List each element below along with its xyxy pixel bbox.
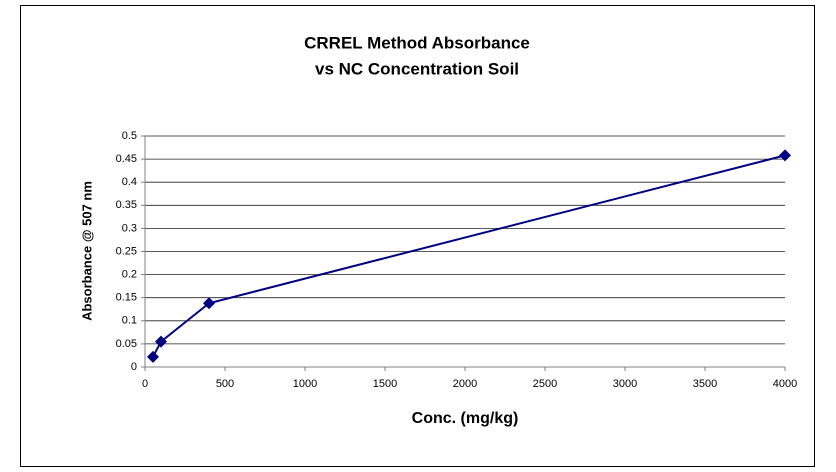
y-tick-label: 0.1 (122, 315, 137, 327)
y-tick-label: 0.45 (116, 153, 137, 165)
x-tick-label: 500 (216, 378, 234, 390)
x-tick-label: 2000 (453, 378, 477, 390)
y-tick-label: 0.4 (122, 176, 137, 188)
x-tick-label: 3500 (693, 378, 717, 390)
data-marker (203, 297, 215, 310)
y-tick-label: 0.15 (116, 292, 137, 304)
y-tick-label: 0.3 (122, 222, 137, 234)
x-tick-label: 1500 (373, 378, 397, 390)
x-axis-title: Conc. (mg/kg) (412, 410, 519, 427)
y-tick-label: 0.5 (122, 130, 137, 142)
x-tick-label: 3000 (613, 378, 637, 390)
chart-title: vs NC Concentration Soil (315, 59, 519, 78)
data-line (152, 154, 786, 358)
y-axis-title: Absorbance @ 507 nm (79, 181, 94, 321)
data-marker (779, 149, 791, 162)
x-tick-label: 2500 (533, 378, 557, 390)
chart-title: CRREL Method Absorbance (304, 33, 530, 52)
data-marker (155, 335, 167, 348)
y-tick-label: 0.35 (116, 199, 137, 211)
data-marker (147, 350, 159, 363)
y-tick-label: 0.25 (116, 245, 137, 257)
x-tick-label: 4000 (773, 378, 797, 390)
chart-border (20, 5, 815, 467)
y-tick-label: 0.05 (116, 338, 137, 350)
y-tick-label: 0.2 (122, 269, 137, 281)
x-tick-label: 1000 (293, 378, 317, 390)
x-tick-label: 0 (142, 378, 148, 390)
y-tick-label: 0 (131, 361, 137, 373)
